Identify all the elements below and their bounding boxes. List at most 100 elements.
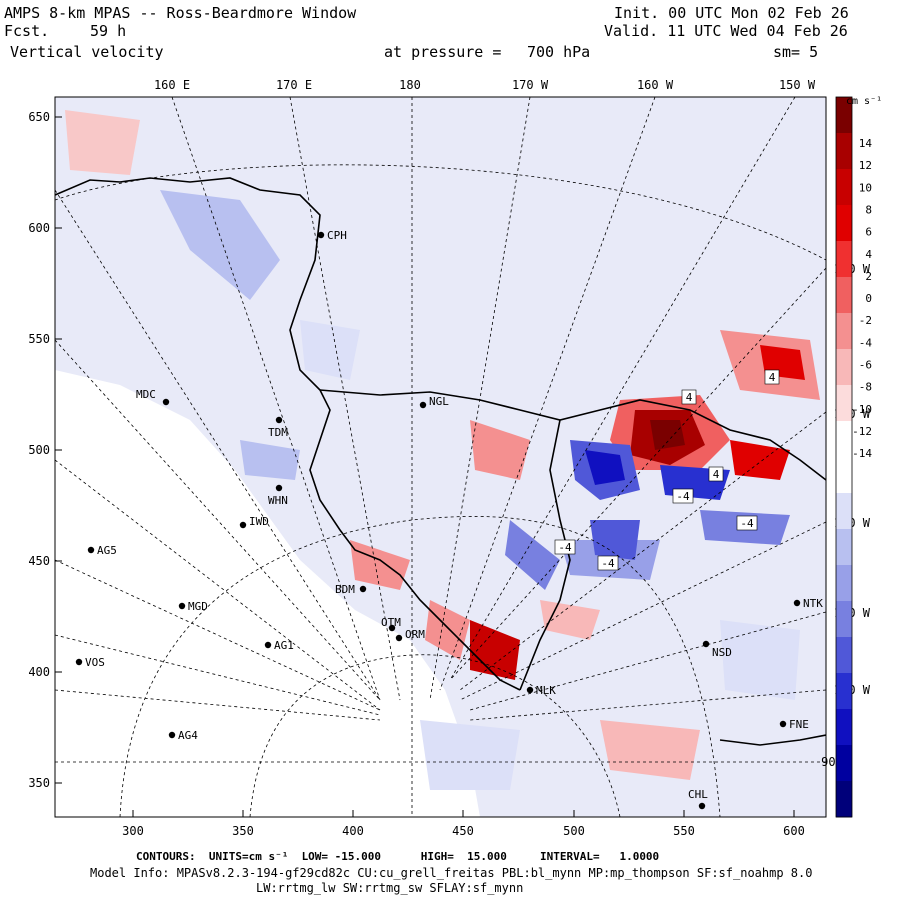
colorbar-swatch — [836, 133, 852, 170]
colorbar-swatch — [836, 277, 852, 314]
contour-label: 4 — [713, 468, 720, 481]
ascent-core — [730, 440, 790, 480]
valid-time: Valid. 11 UTC Wed 04 Feb 26 — [604, 22, 848, 40]
longitude-label: 180 — [399, 78, 421, 92]
meridian-line — [171, 97, 381, 701]
colorbar-label: -2 — [859, 314, 872, 327]
map-title: AMPS 8-km MPAS -- Ross-Beardmore Window — [4, 4, 357, 22]
ascent-patch — [65, 110, 140, 175]
y-axis-labels: 650 600 550 500 450 400 350 — [28, 110, 50, 790]
descent-patch — [240, 440, 300, 480]
colorbar-label: -6 — [859, 359, 872, 372]
y-tick-label: 400 — [28, 665, 50, 679]
x-tick-label: 450 — [452, 824, 474, 838]
init-time: Init. 00 UTC Mon 02 Feb 26 — [614, 4, 849, 22]
axis-ticks — [55, 116, 795, 817]
y-tick-label: 600 — [28, 221, 50, 235]
station-marker — [702, 640, 710, 648]
ascent-patch — [425, 600, 470, 660]
y-tick-label: 450 — [28, 554, 50, 568]
model-info: Model Info: MPASv8.2.3-194-gf29cd82c CU:… — [90, 866, 813, 880]
station-label: CHL — [688, 788, 708, 801]
colorbar-label: 8 — [865, 203, 872, 216]
colorbar-label: -8 — [859, 381, 872, 394]
descent-core — [585, 450, 625, 485]
colorbar-swatch — [836, 529, 852, 566]
meridian-line — [55, 459, 381, 711]
colorbar-swatch — [836, 493, 852, 530]
colorbar-label: 0 — [865, 292, 872, 305]
contour-label: -4 — [601, 557, 615, 570]
x-tick-label: 550 — [673, 824, 695, 838]
colorbar-label: 4 — [865, 248, 872, 261]
colorbar-label: 12 — [859, 159, 872, 172]
station-label: MDC — [136, 388, 156, 401]
ascent-patch — [350, 540, 410, 590]
station-label: WHN — [268, 494, 288, 507]
descent-patch — [420, 720, 520, 790]
variable-name: Vertical velocity — [10, 43, 164, 61]
station-label: AG4 — [178, 729, 198, 742]
station-label: OTM — [381, 616, 401, 629]
coastline — [55, 177, 826, 746]
station-label: AG1 — [274, 639, 294, 652]
station-label: NSD — [712, 646, 732, 659]
y-tick-label: 650 — [28, 110, 50, 124]
colorbar-swatch — [836, 709, 852, 746]
colorbar-swatch — [836, 313, 852, 350]
y-tick-label: 550 — [28, 332, 50, 346]
station-marker — [779, 720, 787, 728]
top-longitude-labels: 160 E 170 E 180 170 W 160 W 150 W — [154, 78, 816, 92]
contour-label: 4 — [769, 371, 776, 384]
station-marker — [75, 658, 83, 666]
station-marker — [168, 731, 176, 739]
longitude-label: 170 W — [512, 78, 549, 92]
descent-core — [590, 520, 640, 560]
station-label: MLK — [536, 684, 556, 697]
descent-patch — [720, 620, 800, 700]
y-tick-label: 350 — [28, 776, 50, 790]
colorbar-swatch — [836, 781, 852, 818]
station-marker — [162, 398, 170, 406]
meridian-line — [55, 339, 381, 701]
station-label: NGL — [429, 395, 449, 408]
longitude-label: 150 W — [779, 78, 816, 92]
colorbar-label: 14 — [859, 137, 873, 150]
contour-label: -4 — [676, 490, 690, 503]
colorbar-swatch — [836, 169, 852, 206]
station-label: CPH — [327, 229, 347, 242]
parallel-arc — [55, 164, 826, 261]
longitude-label: 160 W — [637, 78, 674, 92]
colorbar-swatch — [836, 97, 852, 134]
forecast-label: Fcst. — [4, 22, 50, 40]
longitude-label: 170 E — [276, 78, 312, 92]
station-label: MGD — [188, 600, 208, 613]
colorbar-label: -12 — [852, 425, 872, 438]
station-marker — [395, 634, 403, 642]
station-label: VOS — [85, 656, 105, 669]
colorbar-swatch — [836, 457, 852, 494]
colorbar-label: -10 — [852, 403, 872, 416]
ross-ice-shelf-front — [319, 389, 826, 481]
pressure-label: at pressure = — [384, 43, 502, 61]
colorbar-swatch — [836, 385, 852, 422]
station-label: BDM — [335, 583, 355, 596]
station-marker — [275, 416, 283, 424]
colorbar-swatch — [836, 673, 852, 710]
contour-labels: 4 4 4 -4 -4 -4 -4 — [554, 369, 780, 571]
pressure-level: 700 hPa — [527, 43, 591, 61]
station-label: AG5 — [97, 544, 117, 557]
x-tick-label: 600 — [783, 824, 805, 838]
longitude-label: 160 E — [154, 78, 190, 92]
colorbar-swatch — [836, 745, 852, 782]
parallel-arc — [119, 516, 721, 817]
station-marker — [317, 231, 325, 239]
station-label: NTK — [803, 597, 823, 610]
ascent-patch — [600, 720, 700, 780]
contour-label: -4 — [740, 517, 754, 530]
x-tick-label: 350 — [232, 824, 254, 838]
contour-label: 4 — [686, 391, 693, 404]
station-marker — [698, 802, 706, 810]
colorbar-swatch — [836, 349, 852, 386]
